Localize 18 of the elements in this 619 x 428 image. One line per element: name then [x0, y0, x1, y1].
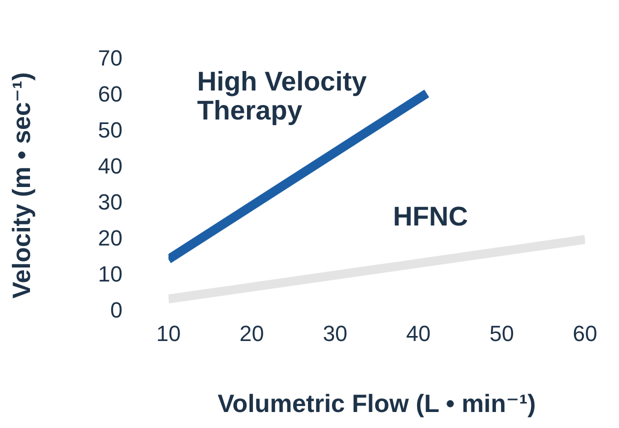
- x-tick-label: 30: [322, 320, 348, 346]
- series-label: HFNC: [393, 201, 468, 232]
- y-tick-label: 0: [110, 298, 122, 323]
- y-tick-label: 40: [98, 153, 122, 178]
- y-tick-label: 10: [98, 262, 122, 287]
- x-tick-label: 50: [489, 320, 514, 346]
- x-axis-title: Volumetric Flow (L • min⁻¹): [218, 390, 536, 418]
- x-tick-label: 10: [156, 320, 181, 346]
- x-tick-label: 60: [572, 320, 598, 346]
- y-tick-label: 30: [98, 189, 122, 214]
- x-tick-label: 20: [240, 320, 264, 346]
- x-tick-label: 40: [406, 320, 431, 346]
- y-axis-title: Velocity (m • sec⁻¹): [8, 72, 36, 298]
- y-tick-label: 20: [98, 226, 122, 251]
- y-tick-label: 60: [98, 81, 122, 106]
- y-tick-label: 70: [98, 45, 122, 70]
- series-label: High Velocity Therapy: [197, 66, 367, 126]
- y-tick-label: 50: [98, 117, 122, 142]
